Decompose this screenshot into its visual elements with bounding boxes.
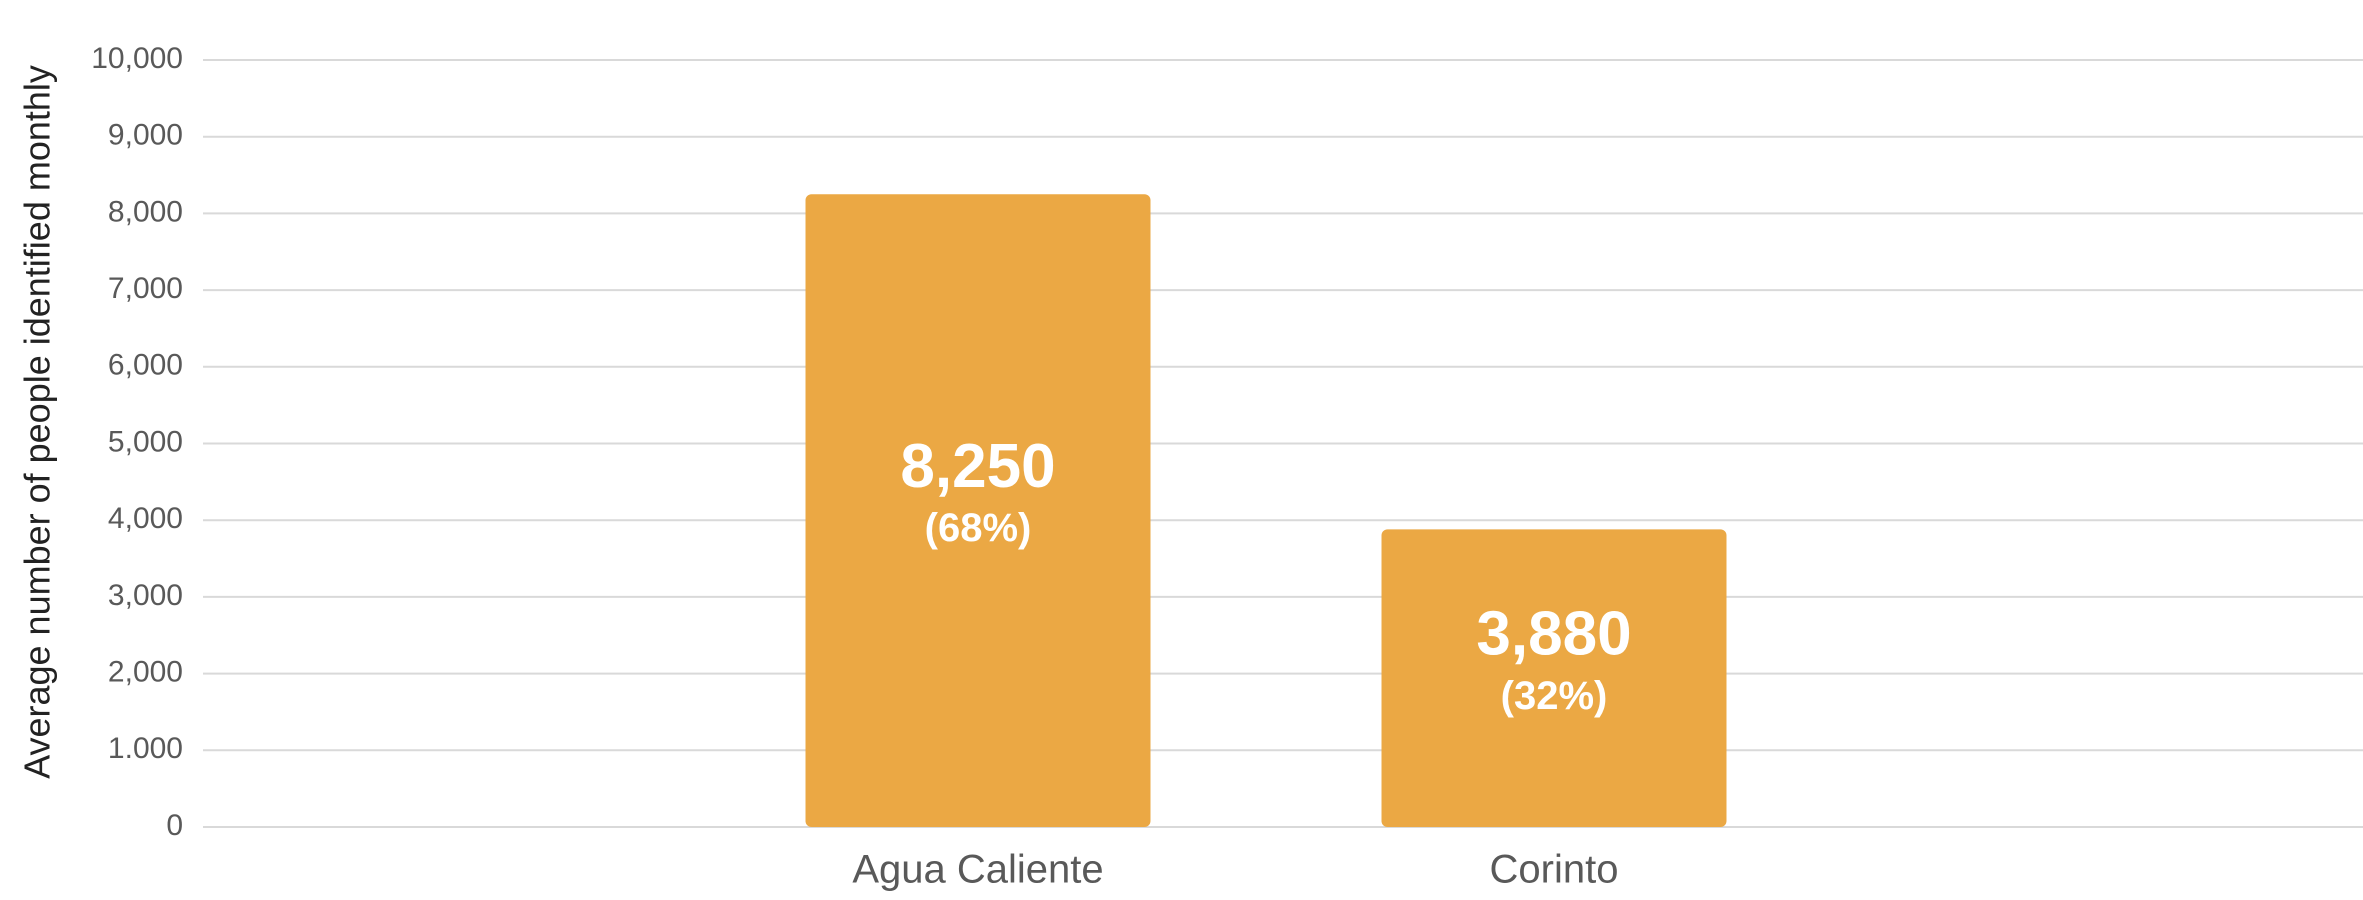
y-tick-label: 0	[166, 809, 183, 842]
y-tick-label: 10,000	[91, 42, 183, 75]
y-tick-label: 3,000	[108, 579, 183, 612]
y-tick-label: 4,000	[108, 502, 183, 535]
bar	[1381, 529, 1727, 827]
data-label: 8,250	[900, 432, 1055, 501]
y-tick-label: 9,000	[108, 119, 183, 152]
y-tick-label: 7,000	[108, 272, 183, 305]
y-tick-label: 2,000	[108, 656, 183, 689]
y-tick-label: 8,000	[108, 195, 183, 228]
percent-label: (68%)	[925, 506, 1032, 550]
bar	[805, 194, 1151, 828]
x-tick-label: Corinto	[1490, 848, 1619, 892]
y-tick-label: 6,000	[108, 349, 183, 382]
y-tick-label: 1.000	[108, 732, 183, 765]
data-label: 3,880	[1476, 600, 1631, 669]
x-tick-label: Agua Caliente	[852, 848, 1103, 892]
y-axis-label: Average number of people identified mont…	[17, 65, 58, 779]
y-tick-label: 5,000	[108, 425, 183, 458]
percent-label: (32%)	[1501, 674, 1608, 718]
